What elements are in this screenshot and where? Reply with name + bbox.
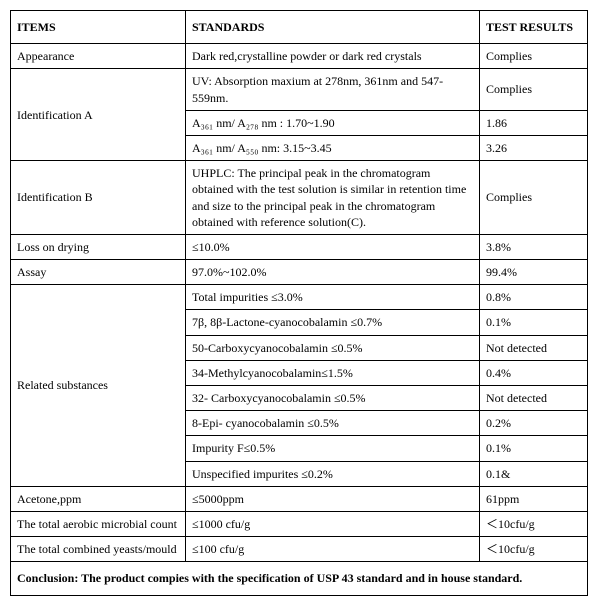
res-cell: 0.1& [480, 461, 588, 486]
res-cell: Complies [480, 44, 588, 69]
std-cell: 7β, 8β-Lactone-cyanocobalamin ≤0.7% [186, 310, 480, 335]
res-cell: 1.86 [480, 110, 588, 135]
spec-table: ITEMS STANDARDS TEST RESULTS Appearance … [10, 10, 588, 596]
std-cell: 50-Carboxycyanocobalamin ≤0.5% [186, 335, 480, 360]
res-cell: Complies [480, 161, 588, 235]
table-row: Appearance Dark red,crystalline powder o… [11, 44, 588, 69]
std-cell: Total impurities ≤3.0% [186, 285, 480, 310]
table-row: Identification B UHPLC: The principal pe… [11, 161, 588, 235]
item-cell: The total aerobic microbial count [11, 511, 186, 536]
item-cell: Assay [11, 260, 186, 285]
res-cell: 99.4% [480, 260, 588, 285]
header-results: TEST RESULTS [480, 11, 588, 44]
res-cell: 0.1% [480, 436, 588, 461]
item-cell: Related substances [11, 285, 186, 487]
table-row: Assay 97.0%~102.0% 99.4% [11, 260, 588, 285]
table-row: Loss on drying ≤10.0% 3.8% [11, 234, 588, 259]
table-row: The total aerobic microbial count ≤1000 … [11, 511, 588, 536]
std-cell: 34-Methylcyanocobalamin≤1.5% [186, 360, 480, 385]
item-cell: Appearance [11, 44, 186, 69]
table-header-row: ITEMS STANDARDS TEST RESULTS [11, 11, 588, 44]
header-standards: STANDARDS [186, 11, 480, 44]
std-cell: UV: Absorption maxium at 278nm, 361nm an… [186, 69, 480, 110]
std-cell: ≤10.0% [186, 234, 480, 259]
std-cell: ≤100 cfu/g [186, 537, 480, 562]
std-cell: Dark red,crystalline powder or dark red … [186, 44, 480, 69]
std-cell: ≤5000ppm [186, 486, 480, 511]
item-cell: Loss on drying [11, 234, 186, 259]
res-cell: ＜10cfu/g [480, 511, 588, 536]
item-cell: The total combined yeasts/mould [11, 537, 186, 562]
item-cell: Identification A [11, 69, 186, 161]
std-cell: 8-Epi- cyanocobalamin ≤0.5% [186, 411, 480, 436]
res-cell: 3.8% [480, 234, 588, 259]
res-cell: 0.4% [480, 360, 588, 385]
res-cell: ＜10cfu/g [480, 537, 588, 562]
std-cell: 32- Carboxycyanocobalamin ≤0.5% [186, 386, 480, 411]
res-cell: Complies [480, 69, 588, 110]
conclusion-row: Conclusion: The product compies with the… [11, 562, 588, 595]
item-cell: Identification B [11, 161, 186, 235]
std-cell: Unspecified impurites ≤0.2% [186, 461, 480, 486]
table-row: Related substances Total impurities ≤3.0… [11, 285, 588, 310]
res-cell: Not detected [480, 335, 588, 360]
conclusion-text: Conclusion: The product compies with the… [11, 562, 588, 595]
res-cell: 3.26 [480, 135, 588, 160]
res-cell: 0.2% [480, 411, 588, 436]
std-cell: A₃₆₁ nm/ A₅₅₀ nm: 3.15~3.45 [186, 135, 480, 160]
std-cell: A₃₆₁ nm/ A₂₇₈ nm : 1.70~1.90 [186, 110, 480, 135]
res-cell: 0.8% [480, 285, 588, 310]
table-row: Acetone,ppm ≤5000ppm 61ppm [11, 486, 588, 511]
res-cell: 61ppm [480, 486, 588, 511]
std-cell: 97.0%~102.0% [186, 260, 480, 285]
std-cell: UHPLC: The principal peak in the chromat… [186, 161, 480, 235]
std-cell: ≤1000 cfu/g [186, 511, 480, 536]
res-cell: 0.1% [480, 310, 588, 335]
res-cell: Not detected [480, 386, 588, 411]
table-row: Identification A UV: Absorption maxium a… [11, 69, 588, 110]
std-cell: Impurity F≤0.5% [186, 436, 480, 461]
item-cell: Acetone,ppm [11, 486, 186, 511]
table-row: The total combined yeasts/mould ≤100 cfu… [11, 537, 588, 562]
header-items: ITEMS [11, 11, 186, 44]
